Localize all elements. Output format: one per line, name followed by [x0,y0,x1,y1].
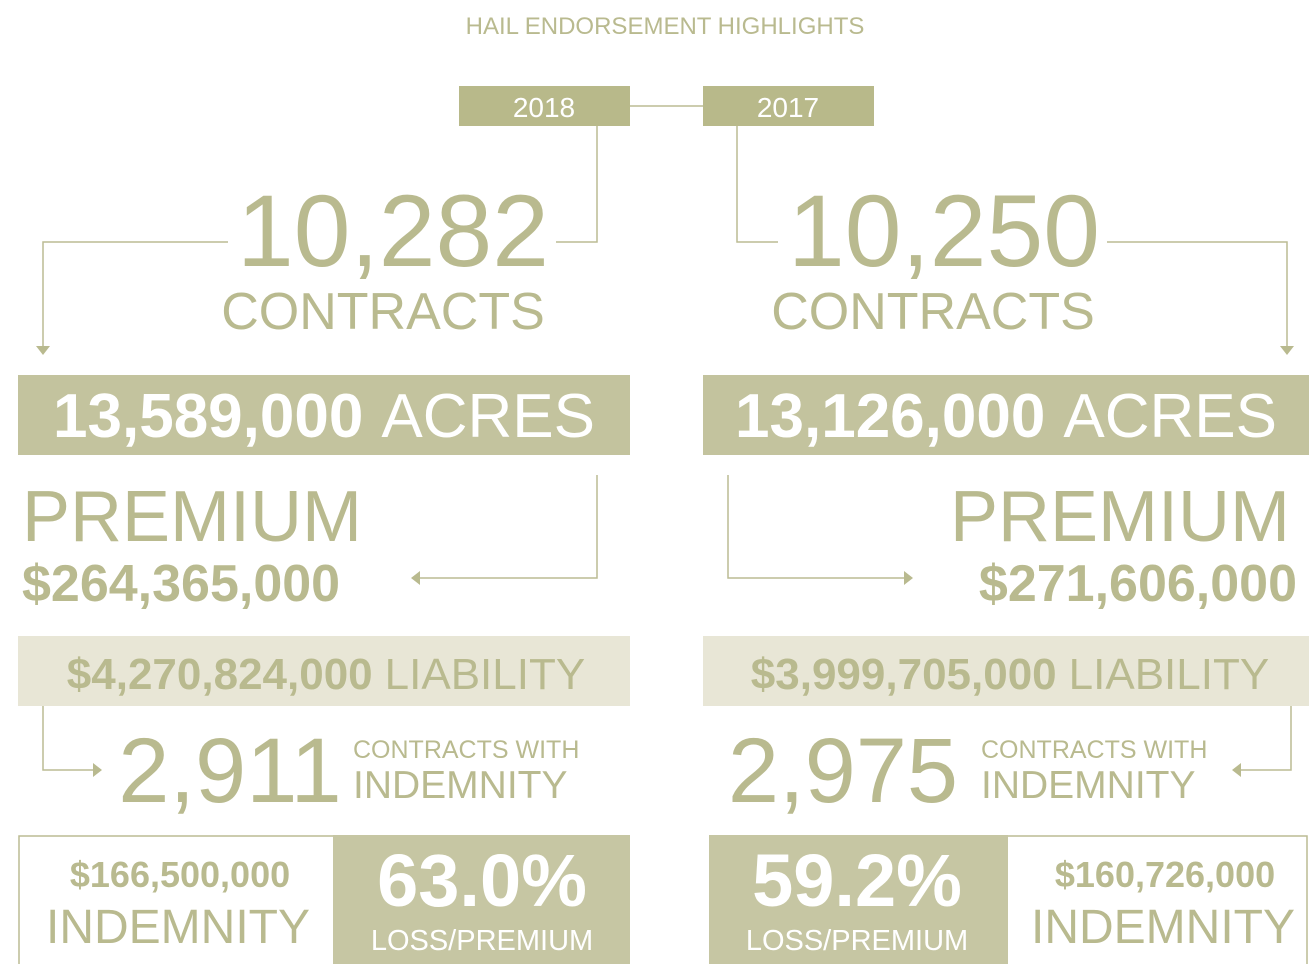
liability: $4,270,824,000 LIABILITY [67,650,585,699]
premium-label: PREMIUM [950,477,1290,557]
liability: $3,999,705,000 LIABILITY [751,650,1269,699]
loss-ratio: 63.0% [377,839,587,922]
acres-label: ACRES [1063,382,1277,451]
frame [18,835,333,964]
year-tab [459,86,630,126]
loss-label: LOSS/PREMIUM [371,925,593,957]
liability-value: $4,270,824,000 [67,650,373,699]
liability-box [18,636,630,706]
frame [1008,835,1308,964]
premium-value: $264,365,000 [22,555,340,613]
acres-value: 13,589,000 [53,382,363,451]
indemnity-label: INDEMNITY [1031,901,1295,954]
connector [1240,706,1292,771]
connector [42,706,94,771]
loss-label: LOSS/PREMIUM [746,925,968,957]
contracts-label: CONTRACTS [771,283,1095,341]
liability-label: LIABILITY [385,650,586,699]
connector [736,126,778,243]
year: 2018 [513,92,575,123]
indemnity-value: $166,500,000 [70,854,290,895]
connector [42,241,228,348]
indemnity-contracts-label: CONTRACTS WITH [981,736,1207,764]
indemnity-contracts-label: INDEMNITY [981,764,1196,807]
indemnity-value: $160,726,000 [1055,854,1275,895]
connector [418,475,598,579]
arrow [411,571,420,585]
acres: 13,589,000 ACRES [53,382,595,451]
contracts: 10,250 [788,174,1100,288]
arrow [93,763,102,777]
indemnity-contracts: 2,975 [728,720,958,822]
connector [727,475,906,579]
liability-value: $3,999,705,000 [751,650,1057,699]
title: HAIL ENDORSEMENT HIGHLIGHTS [466,13,865,40]
connector [556,126,598,243]
arrow [1232,763,1241,777]
arrow [904,571,913,585]
arrow [1280,346,1294,355]
acres: 13,126,000 ACRES [735,382,1277,451]
acres-box [703,375,1309,455]
indemnity-label: INDEMNITY [46,901,310,954]
arrow [36,346,50,355]
liability-label: LIABILITY [1069,650,1270,699]
year: 2017 [757,92,819,123]
loss-box [709,835,1008,964]
loss-box [333,835,630,964]
indemnity-contracts: 2,911 [118,720,341,822]
indemnity-contracts-label: INDEMNITY [353,764,568,807]
liability-box [703,636,1309,706]
acres-box [18,375,630,455]
year-tab [703,86,874,126]
contracts: 10,282 [237,174,549,288]
premium-label: PREMIUM [22,477,362,557]
indemnity-contracts-label: CONTRACTS WITH [353,736,579,764]
contracts-label: CONTRACTS [221,283,545,341]
acres-label: ACRES [381,382,595,451]
connector [1107,241,1288,348]
loss-ratio: 59.2% [752,839,962,922]
acres-value: 13,126,000 [735,382,1045,451]
premium-value: $271,606,000 [979,555,1297,613]
